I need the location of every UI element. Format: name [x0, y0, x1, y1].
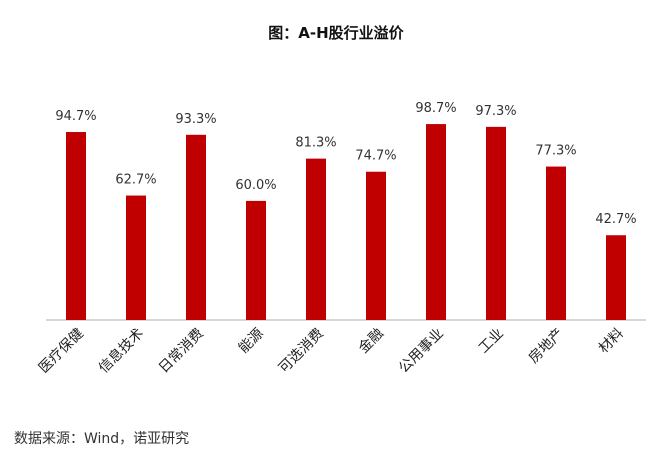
- data-label: 98.7%: [415, 101, 456, 116]
- bar: [546, 166, 566, 320]
- data-label: 97.3%: [475, 104, 516, 119]
- data-label: 42.7%: [595, 212, 636, 227]
- bar: [486, 126, 506, 320]
- bar: [126, 195, 146, 320]
- bar: [306, 158, 326, 320]
- category-label: 金融: [356, 326, 387, 357]
- data-label: 93.3%: [175, 112, 216, 127]
- category-label: 公用事业: [396, 326, 447, 377]
- category-label: 工业: [476, 326, 507, 357]
- chart-title: 图：A-H股行业溢价: [268, 24, 404, 42]
- source-note: 数据来源：Wind，诺亚研究: [14, 431, 190, 447]
- data-label: 62.7%: [115, 173, 156, 188]
- data-label: 94.7%: [55, 109, 96, 124]
- data-label: 60.0%: [235, 178, 276, 193]
- bar: [426, 124, 446, 320]
- bar: [66, 132, 86, 320]
- category-label: 能源: [236, 326, 267, 357]
- category-label: 材料: [596, 326, 627, 357]
- category-label: 可选消费: [276, 326, 327, 377]
- category-label: 房地产: [526, 326, 567, 367]
- bar: [606, 235, 626, 320]
- data-label: 81.3%: [295, 136, 336, 151]
- data-label: 74.7%: [355, 149, 396, 164]
- data-label: 77.3%: [535, 144, 576, 159]
- bar: [366, 171, 386, 320]
- category-label: 信息技术: [95, 325, 147, 377]
- category-label: 日常消费: [156, 326, 207, 377]
- bar: [186, 134, 206, 320]
- category-label: 医疗保健: [36, 326, 87, 377]
- bar: [246, 200, 266, 320]
